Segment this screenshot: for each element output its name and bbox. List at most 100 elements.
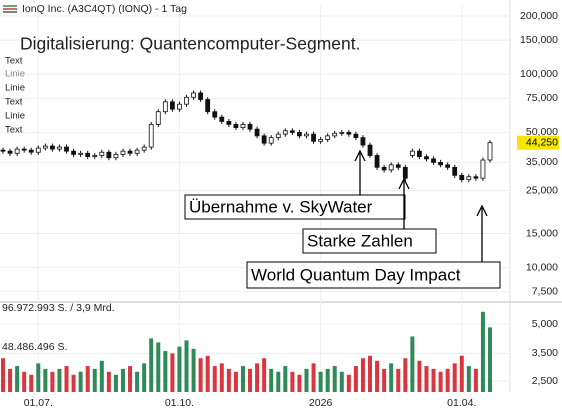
volume-bar	[198, 358, 203, 392]
volume-bar	[311, 363, 316, 392]
x-tick-label: 01.07.	[24, 397, 53, 409]
candle-body	[21, 148, 27, 151]
y-tick-label: 150,000	[520, 34, 558, 46]
volume-bar	[99, 360, 104, 392]
candle-body	[78, 152, 84, 155]
candle-body	[289, 130, 295, 133]
volume-bar	[191, 348, 196, 392]
volume-bar	[438, 371, 443, 392]
volume-bar	[156, 342, 161, 392]
candle-body	[141, 146, 147, 151]
candle-body	[360, 137, 366, 146]
volume-bar	[57, 368, 62, 392]
volume-bar	[43, 368, 48, 392]
candle-body	[169, 101, 175, 110]
candle-body	[473, 176, 479, 179]
candle-body	[226, 121, 232, 125]
y-tick-label: 35,000	[526, 156, 558, 168]
y-tick-label: 200,000	[520, 10, 558, 22]
volume-bar	[120, 368, 125, 392]
volume-bar	[184, 340, 189, 392]
header: IonQ Inc. (A3C4QT) (IONQ) - 1 Tag	[22, 3, 187, 15]
candle-body	[106, 151, 112, 159]
candle-body	[148, 124, 154, 148]
volume-bar	[368, 355, 373, 392]
candle-body	[184, 96, 189, 105]
candle-body	[297, 132, 302, 137]
annotation-box	[302, 228, 437, 254]
arrow-head	[476, 204, 488, 217]
candle-body	[71, 150, 76, 155]
candle-body	[57, 146, 62, 150]
volume-bar	[488, 327, 492, 392]
chart-title: Digitalisierung: Quantencomputer-Segment…	[20, 34, 360, 54]
candle-body	[99, 151, 105, 156]
candle-body	[205, 99, 211, 113]
y-tick-label: 7,500	[532, 286, 558, 298]
arrow-head	[354, 149, 366, 162]
y-tick-label: 25,000	[526, 184, 558, 196]
candle-body	[64, 146, 69, 152]
volume-bar	[106, 371, 111, 392]
volume-bar	[71, 374, 76, 392]
candle-body	[35, 147, 41, 153]
candle-body	[240, 124, 246, 128]
legend-text: Linie	[5, 111, 25, 122]
candle-body	[381, 166, 387, 171]
volume-bar	[332, 366, 337, 392]
volume-bar	[346, 374, 351, 392]
candle-body	[395, 164, 401, 168]
volume-bar	[403, 358, 408, 392]
volume-bar	[459, 355, 464, 392]
candle-body	[438, 161, 443, 166]
annotation-text: Übernahme v. SkyWater	[189, 197, 373, 216]
volume-bar	[297, 374, 302, 392]
volume-bar	[128, 366, 133, 392]
candle-body	[134, 149, 140, 154]
annotation-box	[184, 194, 406, 220]
candle-body	[402, 166, 408, 179]
candle-body	[431, 158, 436, 163]
legend-text: Linie	[5, 83, 25, 94]
candle-body	[85, 152, 91, 157]
candle-body	[318, 139, 324, 142]
candle-body	[311, 133, 316, 142]
volume-bar	[325, 368, 330, 392]
annotation-box	[246, 261, 501, 289]
marks	[0, 90, 493, 392]
volume-bar	[170, 353, 175, 392]
legend-text: Text	[5, 97, 23, 108]
candle-body	[459, 174, 465, 181]
volume-bar	[473, 368, 478, 392]
volume-bar	[15, 366, 20, 392]
candle-body	[155, 111, 161, 125]
candle-body	[14, 148, 20, 154]
volume-bar	[424, 366, 429, 392]
candle-body	[417, 150, 422, 157]
volume-bar	[64, 366, 69, 392]
volume-bar	[212, 366, 217, 392]
volume-bar	[113, 374, 118, 392]
volume-bar	[389, 363, 394, 392]
volume-bar	[248, 368, 253, 392]
volume-bar	[219, 363, 224, 392]
volume-bar	[85, 366, 90, 392]
candle-body	[0, 149, 6, 152]
volume-bar	[36, 363, 41, 392]
price-label: 44,250	[526, 136, 558, 148]
candle-body	[445, 164, 451, 168]
volume-bar	[135, 371, 140, 392]
candle-body	[50, 145, 55, 150]
candle-body	[268, 137, 274, 144]
arrow-head	[398, 177, 410, 190]
y-tick-label: 75,000	[526, 92, 558, 104]
legend-text: Linie	[5, 69, 25, 80]
candle-body	[177, 103, 182, 110]
volume-bar	[353, 366, 358, 392]
y-tick-label: 100,000	[520, 68, 558, 80]
x-tick-label: 01.10.	[165, 397, 194, 409]
volume-bar	[50, 371, 55, 392]
candle-body	[304, 133, 309, 137]
